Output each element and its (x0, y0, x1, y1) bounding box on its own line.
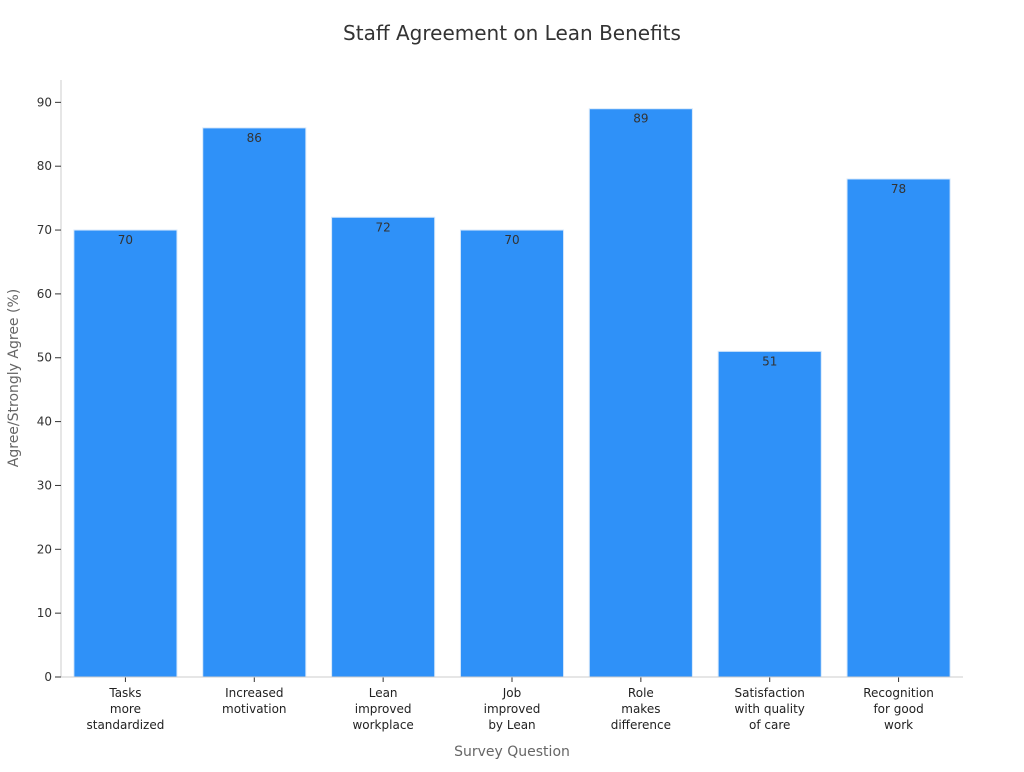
bar (588, 108, 693, 678)
y-tick-label: 40 (37, 415, 52, 429)
bar (846, 178, 951, 678)
y-tick-label: 50 (37, 351, 52, 365)
y-tick-label: 30 (37, 478, 52, 492)
chart-title: Staff Agreement on Lean Benefits (343, 21, 681, 45)
y-tick-label: 20 (37, 542, 52, 556)
bar (331, 216, 436, 678)
data-label: 70 (504, 233, 519, 247)
x-axis-label: Survey Question (454, 744, 570, 760)
bar (73, 229, 178, 678)
y-tick-label: 0 (44, 670, 52, 684)
x-tick-label: Lean improved workplace (352, 686, 413, 732)
x-tick-label: Tasks more standardized (86, 686, 164, 732)
bars-layer: 70 86 72 70 89 51 78 (73, 108, 951, 678)
data-label: 51 (762, 354, 777, 368)
data-label: 86 (247, 131, 262, 145)
x-tick-label: Recognition for good work (863, 686, 934, 732)
bar (459, 229, 565, 678)
x-tick-label: Satisfaction with quality of care (734, 686, 804, 732)
data-label: 72 (376, 220, 391, 234)
y-tick-label: 60 (37, 287, 52, 301)
bar (717, 350, 822, 678)
y-tick-label: 10 (37, 606, 52, 620)
x-tick-label: Job improved by Lean (484, 686, 541, 732)
data-label: 70 (118, 233, 133, 247)
y-tick-label: 90 (37, 95, 52, 109)
y-tick-label: 70 (37, 223, 52, 237)
axes-layer: Tasks more standardized Increased motivation… (37, 80, 963, 732)
y-tick-label: 80 (37, 159, 52, 173)
x-tick-label: Role makes difference (611, 686, 671, 732)
data-label: 78 (891, 182, 906, 196)
data-label: 89 (633, 112, 648, 126)
bar (202, 127, 307, 678)
x-tick-label: Increased motivation (222, 686, 287, 716)
y-axis-label: Agree/Strongly Agree (%) (6, 289, 22, 467)
